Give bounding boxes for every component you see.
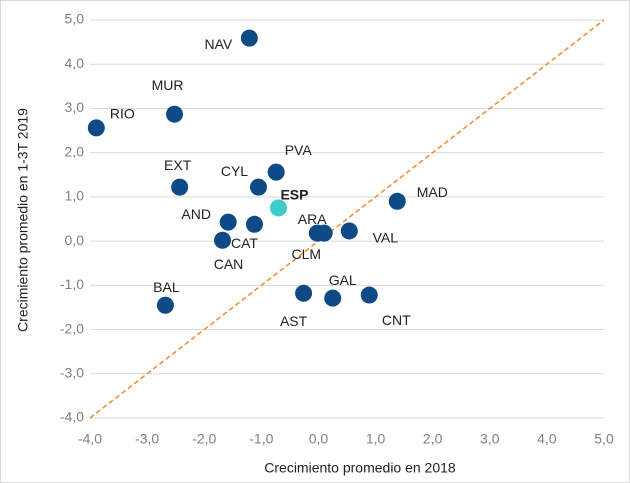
point-label: PVA — [285, 142, 313, 158]
x-tick-label: -3,0 — [135, 431, 159, 447]
x-tick-label: -1,0 — [249, 431, 273, 447]
point-label: CAN — [214, 256, 244, 272]
point-label: CLM — [292, 246, 322, 262]
point-label: RIO — [110, 106, 135, 122]
data-point — [308, 224, 326, 242]
point-label: CYL — [221, 163, 248, 179]
y-tick-label: 3,0 — [65, 99, 85, 115]
data-point — [166, 105, 184, 123]
data-point — [388, 192, 406, 210]
data-point — [245, 215, 263, 233]
point-label: BAL — [153, 279, 180, 295]
point-label: AST — [280, 313, 308, 329]
y-tick-label: 1,0 — [65, 188, 85, 204]
data-point — [249, 178, 267, 196]
data-point — [295, 284, 313, 302]
point-label: CAT — [231, 235, 258, 251]
x-tick-label: -2,0 — [192, 431, 216, 447]
point-label: CNT — [382, 312, 411, 328]
y-tick-label: -1,0 — [60, 276, 84, 292]
y-tick-label: -4,0 — [60, 409, 84, 425]
data-point — [219, 213, 237, 231]
reference-line — [89, 19, 605, 419]
x-tick-label: 2,0 — [423, 431, 443, 447]
point-label: GAL — [329, 272, 357, 288]
data-point — [324, 289, 342, 307]
data-point — [269, 199, 287, 217]
point-label: AND — [181, 206, 211, 222]
y-tick-label: 0,0 — [65, 232, 85, 248]
point-label: ESP — [280, 187, 308, 203]
data-point — [171, 178, 189, 196]
x-tick-label: -4,0 — [78, 431, 102, 447]
x-axis-title: Crecimiento promedio en 2018 — [264, 460, 456, 476]
data-point — [213, 231, 231, 249]
y-tick-label: -3,0 — [60, 364, 84, 380]
point-label: EXT — [164, 157, 192, 173]
point-label: MUR — [152, 77, 184, 93]
point-label: NAV — [204, 36, 232, 52]
x-tick-label: 4,0 — [537, 431, 557, 447]
data-point — [267, 163, 285, 181]
point-label: VAL — [373, 230, 399, 246]
x-tick-label: 5,0 — [594, 431, 614, 447]
data-point — [360, 286, 378, 304]
data-point — [240, 29, 258, 47]
data-point — [156, 296, 174, 314]
y-tick-label: 2,0 — [65, 143, 85, 159]
x-tick-label: 3,0 — [480, 431, 500, 447]
data-point — [340, 222, 358, 240]
y-axis-title: Crecimiento promedio en 1-3T 2019 — [15, 108, 31, 332]
point-label: MAD — [417, 184, 448, 200]
y-tick-label: 4,0 — [65, 55, 85, 71]
y-tick-label: 5,0 — [65, 11, 85, 27]
point-label: ARA — [298, 211, 327, 227]
y-tick-label: -2,0 — [60, 320, 84, 336]
data-point — [87, 119, 105, 137]
x-tick-label: 0,0 — [309, 431, 329, 447]
x-tick-label: 1,0 — [366, 431, 386, 447]
